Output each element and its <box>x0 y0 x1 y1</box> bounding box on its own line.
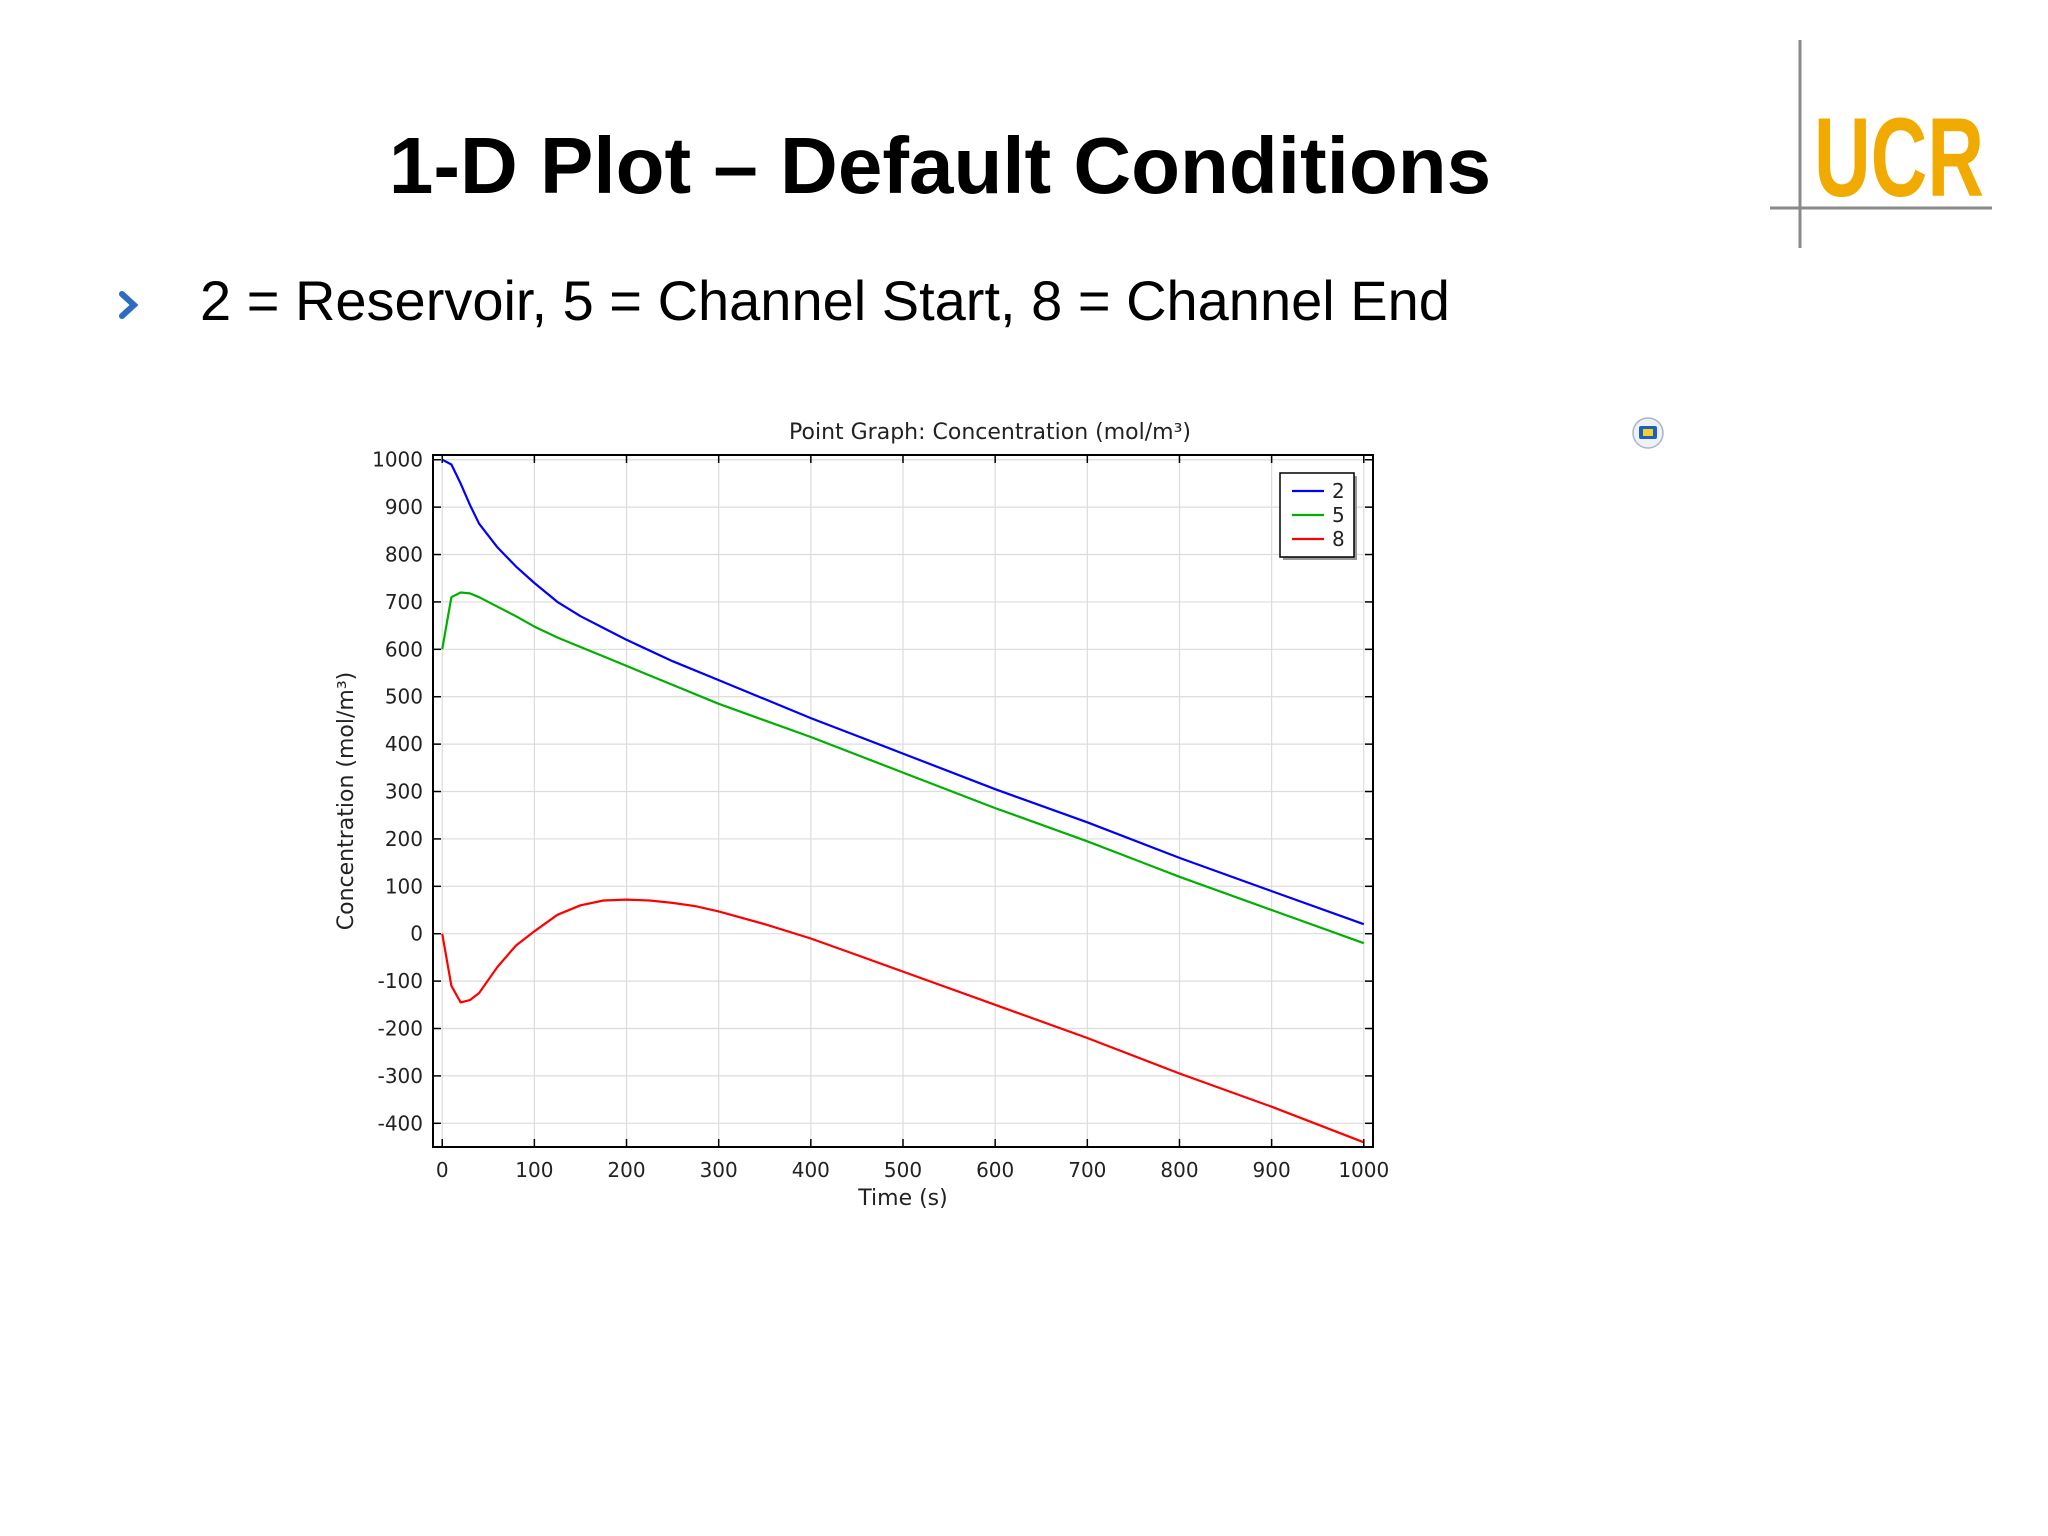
expand-plot-icon[interactable] <box>1632 417 1664 449</box>
x-tick-label: 800 <box>1160 1158 1198 1182</box>
x-tick-label: 500 <box>884 1158 922 1182</box>
series-5-line <box>441 591 1365 945</box>
ucr-logo: UCR <box>1770 40 2000 250</box>
bullet-text: 2 = Reservoir, 5 = Channel Start, 8 = Ch… <box>200 269 1450 332</box>
y-tick-label: 0 <box>410 922 423 946</box>
y-axis-label: Concentration (mol/m³) <box>334 672 359 930</box>
chart-title: Point Graph: Concentration (mol/m³) <box>789 420 1191 445</box>
series-8-line <box>441 898 1365 1144</box>
x-tick-label: 200 <box>607 1158 645 1182</box>
x-tick-label: 300 <box>700 1158 738 1182</box>
y-tick-label: 100 <box>385 874 423 898</box>
legend-label-2: 2 <box>1332 479 1345 503</box>
ucr-logo-mark: UCR <box>1770 40 1992 248</box>
x-tick-label: 700 <box>1068 1158 1106 1182</box>
ucr-logo-text: UCR <box>1814 95 1984 220</box>
point-graph-chart: Point Graph: Concentration (mol/m³) 0 100… <box>334 417 1664 1211</box>
x-tick-label: 1000 <box>1338 1158 1389 1182</box>
series-layer <box>441 458 1365 1144</box>
legend-label-5: 5 <box>1332 503 1345 527</box>
y-tick-label: 200 <box>385 827 423 851</box>
y-tick-label: 500 <box>385 685 423 709</box>
grid <box>433 455 1373 1147</box>
y-tick-label: -400 <box>378 1111 423 1135</box>
x-tick-label: 900 <box>1253 1158 1291 1182</box>
x-tick-label: 0 <box>436 1158 449 1182</box>
ticks: 0 100 200 300 400 500 600 700 800 900 1000-400-300… <box>372 448 1389 1182</box>
series-2-line <box>441 458 1365 926</box>
x-tick-label: 400 <box>792 1158 830 1182</box>
legend: 258 <box>1279 472 1357 560</box>
y-tick-label: -100 <box>378 969 423 993</box>
legend-label-8: 8 <box>1332 527 1345 551</box>
y-tick-label: 900 <box>385 495 423 519</box>
chevron-right-icon <box>119 291 139 319</box>
y-tick-label: -200 <box>378 1017 423 1041</box>
y-tick-label: 700 <box>385 590 423 614</box>
y-tick-label: 400 <box>385 732 423 756</box>
x-tick-label: 100 <box>515 1158 553 1182</box>
y-tick-label: 600 <box>385 637 423 661</box>
x-tick-label: 600 <box>976 1158 1014 1182</box>
y-tick-label: 300 <box>385 780 423 804</box>
slide-title: 1-D Plot – Default Conditions <box>388 121 1492 210</box>
x-axis-label: Time (s) <box>857 1186 947 1211</box>
y-tick-label: 1000 <box>372 448 423 472</box>
y-tick-label: -300 <box>378 1064 423 1088</box>
y-tick-label: 800 <box>385 543 423 567</box>
